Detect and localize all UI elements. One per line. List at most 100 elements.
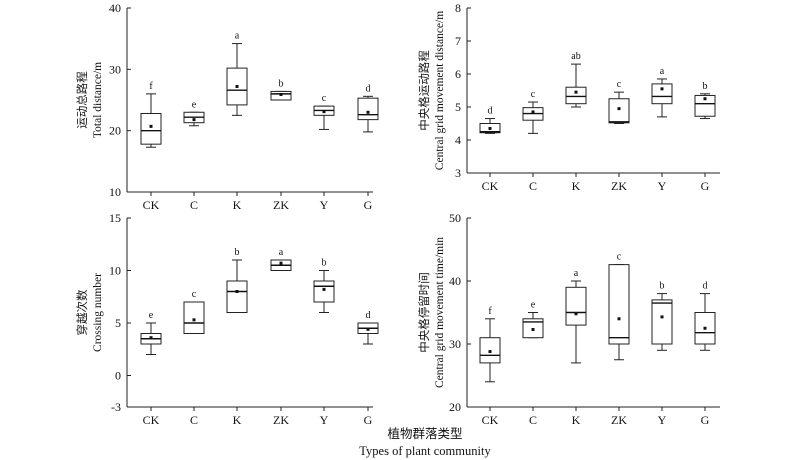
y-tick-label: 10 bbox=[109, 185, 121, 199]
x-tick-label: C bbox=[529, 179, 537, 193]
y-tick-label: 30 bbox=[109, 62, 121, 76]
significance-letter: ab bbox=[571, 51, 580, 62]
mean-marker bbox=[235, 290, 239, 293]
x-tick-label: ZK bbox=[611, 413, 627, 427]
x-tick-label: C bbox=[190, 198, 198, 212]
y-tick-label: 7 bbox=[455, 34, 461, 48]
y-tick-label: 30 bbox=[449, 337, 461, 351]
box-iqr bbox=[651, 83, 673, 105]
y-axis-label-en: Total distance/m bbox=[92, 62, 104, 138]
significance-letter: d bbox=[366, 83, 371, 94]
box-C: c bbox=[522, 89, 544, 134]
mean-marker bbox=[660, 315, 664, 319]
box-iqr bbox=[357, 97, 379, 121]
significance-letter: e bbox=[531, 300, 536, 311]
x-axis-title-en: Types of plant community bbox=[359, 444, 491, 458]
y-tick-label: 15 bbox=[109, 211, 121, 225]
y-axis-label-en: Crossing number bbox=[92, 273, 104, 352]
box-CK: e bbox=[140, 310, 162, 355]
mean-marker bbox=[279, 261, 283, 265]
box-Y: b bbox=[313, 258, 335, 313]
significance-letter: b bbox=[660, 281, 665, 292]
significance-letter: d bbox=[366, 310, 371, 321]
box-iqr bbox=[694, 94, 716, 117]
x-axis-title-cn: 植物群落类型 bbox=[387, 426, 462, 441]
x-tick-label: ZK bbox=[273, 198, 289, 212]
x-tick-label: C bbox=[190, 413, 198, 427]
y-axis-label-cn: 运动总路程 bbox=[75, 71, 89, 129]
box-Y: c bbox=[313, 93, 335, 130]
box-iqr bbox=[183, 301, 205, 334]
mean-marker bbox=[660, 87, 664, 91]
x-tick-label: ZK bbox=[273, 413, 289, 427]
box-iqr bbox=[313, 280, 335, 303]
y-tick-label: 10 bbox=[109, 264, 121, 278]
y-tick-label: 8 bbox=[455, 1, 461, 15]
y-tick-label: 20 bbox=[109, 124, 121, 138]
x-tick-label: ZK bbox=[611, 179, 627, 193]
significance-letter: b bbox=[703, 81, 708, 92]
significance-letter: a bbox=[574, 268, 579, 279]
box-iqr bbox=[608, 264, 630, 345]
y-axis-label-cn: 中央格运动路程 bbox=[417, 50, 431, 131]
y-tick-label: 50 bbox=[449, 211, 461, 225]
x-tick-label: G bbox=[364, 198, 373, 212]
box-CK: d bbox=[479, 106, 501, 134]
mean-marker bbox=[617, 317, 621, 321]
mean-marker bbox=[149, 124, 153, 128]
y-tick-label: -3 bbox=[111, 400, 121, 414]
box-CK: f bbox=[140, 81, 162, 148]
box-C: e bbox=[522, 300, 544, 339]
x-tick-label: Y bbox=[658, 413, 667, 427]
box-K: a bbox=[226, 31, 248, 116]
significance-letter: b bbox=[235, 247, 240, 258]
box-Y: b bbox=[651, 281, 673, 351]
box-ZK: b bbox=[270, 78, 292, 101]
box-iqr bbox=[565, 286, 587, 326]
box-ZK: c bbox=[608, 79, 630, 124]
mean-marker bbox=[366, 327, 370, 331]
box-ZK: c bbox=[608, 252, 630, 361]
x-tick-label: Y bbox=[658, 179, 667, 193]
box-iqr bbox=[140, 112, 162, 145]
significance-letter: e bbox=[192, 99, 197, 110]
y-axis-label-en: Central grid movement distance/m bbox=[434, 11, 446, 170]
mean-marker bbox=[192, 118, 196, 122]
x-tick-label: K bbox=[572, 179, 581, 193]
y-tick-label: 4 bbox=[455, 133, 461, 147]
y-tick-label: 6 bbox=[455, 67, 461, 81]
mean-marker bbox=[488, 350, 492, 354]
y-tick-label: 5 bbox=[115, 316, 121, 330]
x-tick-label: K bbox=[572, 413, 581, 427]
box-CK: f bbox=[479, 306, 501, 383]
y-tick-label: 5 bbox=[455, 100, 461, 114]
box-ZK: a bbox=[270, 247, 292, 271]
box-K: b bbox=[226, 247, 248, 313]
box-G: b bbox=[694, 81, 716, 120]
mean-marker bbox=[488, 126, 492, 130]
x-tick-label: CK bbox=[482, 179, 499, 193]
significance-letter: d bbox=[488, 106, 493, 117]
x-tick-label: G bbox=[701, 413, 710, 427]
significance-letter: c bbox=[617, 79, 622, 90]
mean-marker bbox=[149, 336, 153, 340]
significance-letter: e bbox=[149, 310, 154, 321]
y-axis-label-cn: 穿越次数 bbox=[75, 289, 89, 335]
x-tick-label: CK bbox=[143, 413, 160, 427]
y-tick-label: 0 bbox=[115, 369, 121, 383]
mean-marker bbox=[703, 326, 707, 330]
box-K: ab bbox=[565, 51, 587, 108]
x-tick-label: CK bbox=[482, 413, 499, 427]
box-iqr bbox=[226, 280, 248, 313]
significance-letter: f bbox=[488, 306, 492, 317]
mean-marker bbox=[574, 312, 578, 316]
significance-letter: b bbox=[279, 78, 284, 89]
mean-marker bbox=[617, 107, 621, 111]
y-tick-label: 20 bbox=[449, 400, 461, 414]
significance-letter: c bbox=[531, 89, 536, 100]
mean-marker bbox=[574, 90, 578, 94]
significance-letter: b bbox=[322, 258, 327, 269]
